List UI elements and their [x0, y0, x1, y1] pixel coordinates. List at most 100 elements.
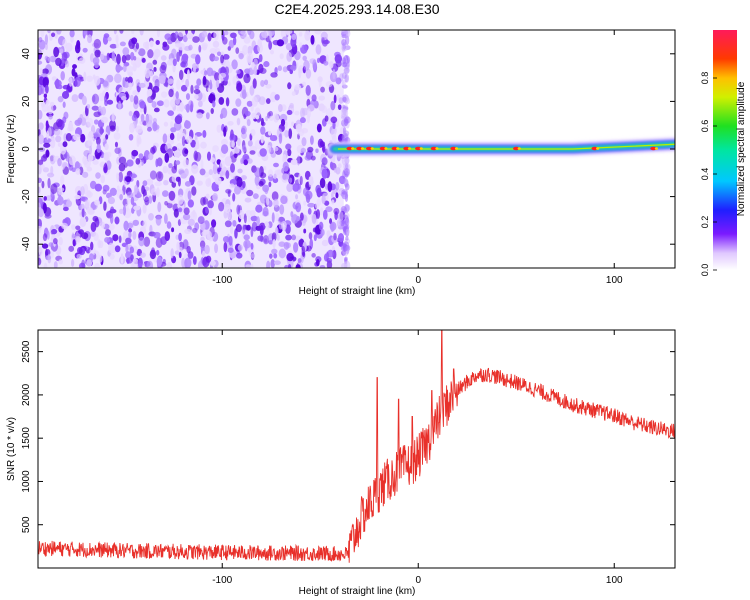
noise-blob — [289, 177, 293, 184]
noise-blob — [128, 110, 133, 117]
noise-blob — [114, 245, 121, 253]
noise-blob — [197, 216, 205, 224]
noise-blob — [199, 240, 206, 249]
spectrogram-x-tick-label: 100 — [606, 275, 623, 286]
noise-blob — [152, 59, 158, 65]
noise-blob — [152, 145, 157, 153]
noise-blob — [51, 32, 56, 38]
noise-blob — [38, 134, 45, 145]
noise-blob — [186, 245, 191, 254]
noise-blob — [176, 132, 181, 142]
snr-x-tick-label: 100 — [606, 575, 623, 586]
noise-blob — [42, 233, 48, 242]
spectrogram-y-tick-label: 20 — [21, 95, 32, 107]
noise-blob — [246, 224, 251, 231]
noise-blob — [247, 45, 253, 56]
noise-blob — [122, 205, 127, 216]
snr-y-tick-label: 500 — [21, 516, 32, 533]
noise-blob — [254, 167, 262, 178]
noise-blob — [271, 212, 275, 223]
noise-blob — [38, 202, 41, 211]
noise-blob — [62, 206, 69, 212]
noise-blob — [286, 183, 293, 193]
noise-blob — [142, 180, 148, 187]
noise-blob — [105, 134, 109, 140]
noise-blob — [294, 84, 302, 91]
noise-blob — [209, 157, 216, 163]
noise-blob — [114, 147, 121, 154]
noise-blob — [144, 196, 150, 206]
noise-blob — [72, 64, 77, 69]
noise-blob — [282, 161, 289, 173]
noise-blob — [219, 160, 225, 169]
noise-blob — [213, 30, 219, 41]
noise-blob — [91, 105, 99, 111]
ridge-hotspot — [403, 146, 410, 151]
noise-blob — [118, 100, 122, 110]
noise-blob — [94, 49, 101, 58]
noise-blob — [316, 57, 321, 63]
noise-blob — [86, 104, 91, 109]
noise-blob — [50, 183, 58, 194]
noise-blob — [287, 44, 292, 51]
noise-blob — [157, 201, 162, 213]
noise-blob — [86, 259, 93, 267]
noise-blob — [134, 184, 138, 195]
noise-blob — [79, 216, 87, 228]
noise-blob — [162, 133, 168, 144]
noise-blob — [83, 30, 88, 36]
noise-blob — [171, 174, 178, 183]
noise-blob — [321, 146, 326, 152]
ridge-hotspot — [450, 146, 457, 151]
noise-blob — [44, 55, 49, 61]
noise-blob — [295, 264, 301, 268]
noise-blob — [210, 107, 214, 115]
noise-blob — [266, 196, 270, 206]
noise-blob — [78, 57, 86, 64]
noise-blob — [236, 204, 241, 215]
noise-blob — [68, 245, 75, 252]
noise-blob — [158, 75, 167, 85]
noise-blob — [216, 124, 222, 133]
noise-blob — [175, 234, 179, 240]
noise-blob — [220, 130, 224, 137]
noise-blob — [175, 91, 179, 100]
noise-blob — [120, 95, 127, 101]
noise-blob — [274, 94, 280, 101]
noise-blob — [217, 167, 222, 173]
noise-blob — [45, 99, 50, 105]
noise-blob — [246, 55, 254, 64]
noise-blob — [280, 195, 288, 205]
noise-blob — [77, 229, 84, 235]
noise-blob — [40, 30, 45, 38]
noise-blob — [319, 207, 324, 216]
noise-blob — [178, 251, 182, 259]
ridge-hotspot-halo — [384, 147, 388, 150]
noise-blob — [318, 95, 325, 101]
spectrogram-ticks: -100 0 100 -40 -20 0 20 40 — [21, 30, 675, 286]
noise-blob — [200, 236, 205, 243]
noise-blob — [167, 78, 174, 85]
noise-blob — [334, 54, 343, 64]
noise-blob — [144, 68, 151, 79]
noise-blob — [230, 32, 237, 39]
noise-blob — [257, 43, 264, 54]
noise-blob — [86, 190, 91, 198]
noise-blob — [224, 203, 231, 214]
noise-blob — [235, 98, 242, 107]
noise-blob — [109, 43, 118, 49]
noise-blob — [208, 169, 214, 176]
noise-blob — [232, 192, 236, 202]
noise-blob — [72, 239, 76, 247]
figure-title: C2E4.2025.293.14.08.E30 — [274, 1, 439, 17]
noise-blob — [310, 34, 315, 45]
noise-blob — [285, 30, 293, 35]
noise-blob — [156, 256, 163, 267]
noise-blob — [202, 130, 207, 138]
noise-blob — [139, 101, 146, 109]
noise-blob — [246, 119, 251, 127]
noise-blob — [190, 100, 194, 112]
noise-blob — [335, 192, 339, 199]
noise-blob — [206, 151, 212, 161]
noise-blob — [133, 205, 141, 211]
